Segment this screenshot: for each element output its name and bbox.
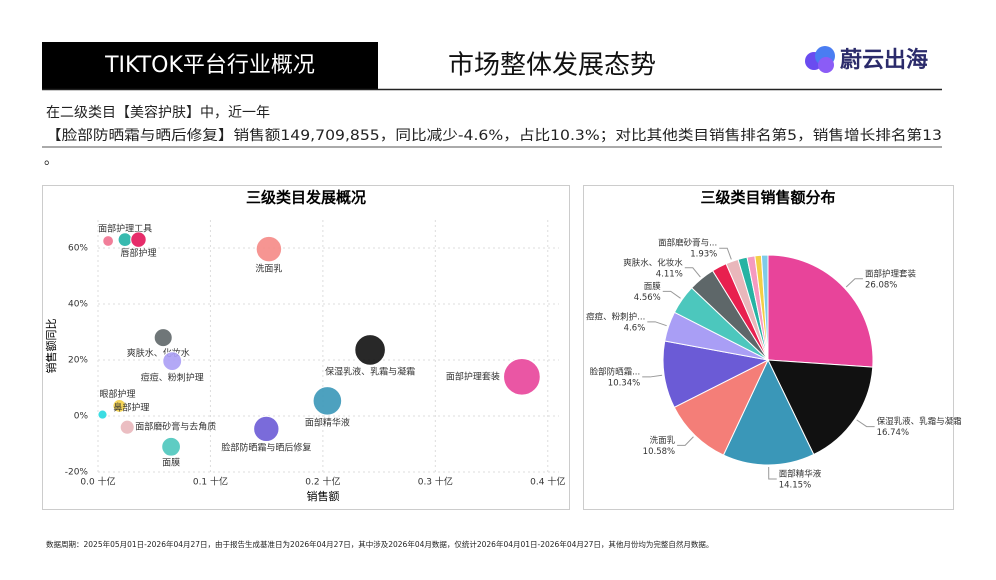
point-label: 面膜 <box>162 457 180 468</box>
point-label: 唇部护理 <box>120 247 156 259</box>
slice-value: 1.93% <box>690 250 717 260</box>
bubble <box>117 232 133 247</box>
point-label: 面部护理套装 <box>446 370 500 382</box>
slice-value: 4.11% <box>656 269 683 279</box>
desc-line: 。 <box>44 152 58 168</box>
slice-value: 10.58% <box>643 447 675 457</box>
leader-line <box>662 290 681 299</box>
slice-label: 痘痘、粉刺护... <box>586 311 645 322</box>
x-tick-label: 0.1 十亿 <box>193 476 228 488</box>
slice-label: 保湿乳液、乳霜与凝霜 <box>877 416 962 427</box>
y-tick-label: 60% <box>68 244 88 254</box>
x-tick-label: 0.0 十亿 <box>80 476 115 488</box>
bubble <box>97 409 108 420</box>
leader-line <box>856 419 875 428</box>
slice-label: 爽肤水、化妆水 <box>623 257 683 268</box>
chart-title: 三级类目发展概况 <box>246 189 366 207</box>
y-tick-label: 20% <box>68 356 88 366</box>
logo-text: 蔚云出海 <box>840 47 928 73</box>
slice-value: 14.15% <box>779 480 811 490</box>
chart-title: 三级类目销售额分布 <box>700 189 835 207</box>
panel <box>42 185 570 510</box>
bubble <box>255 235 283 263</box>
y-tick-label: 40% <box>68 300 88 310</box>
footer-note: 数据周期：2025年05月01日-2026年04月27日，由于报告生成基准日为2… <box>46 539 713 549</box>
desc-line: 【脸部防晒霜与晒后修复】销售额149,709,855，同比减少-4.6%，占比1… <box>46 127 942 144</box>
bubble <box>130 231 147 248</box>
desc-line: 在二级类目【美容护肤】中，近一年 <box>46 104 270 121</box>
slice-value: 4.56% <box>634 293 661 303</box>
point-label: 保湿乳液、乳霜与凝霜 <box>325 365 415 377</box>
slice-value: 16.74% <box>877 428 909 438</box>
bubble <box>161 436 181 457</box>
leader-line <box>677 436 694 446</box>
bubble <box>253 415 280 443</box>
point-label: 痘痘、粉刺护理 <box>141 372 204 384</box>
point-label: 面部精华液 <box>305 416 350 428</box>
slice-label: 面部精华液 <box>779 468 822 479</box>
badge: TIKTOK平台行业概况 <box>104 53 315 78</box>
pie-slice <box>722 358 815 466</box>
pie-slice <box>760 254 769 361</box>
slice-label: 脸部防晒霜... <box>590 366 641 377</box>
pie-slice <box>767 254 874 368</box>
leader-line <box>845 278 863 288</box>
leader-line <box>647 321 667 327</box>
y-tick-label: 0% <box>74 412 89 422</box>
x-tick-label: 0.2 十亿 <box>305 476 340 488</box>
y-axis-label: 销售额同比 <box>44 319 58 374</box>
logo-icon <box>805 46 835 73</box>
point-label: 洗面乳 <box>255 263 282 275</box>
leader-line <box>684 267 701 278</box>
slice-value: 4.6% <box>624 323 646 333</box>
slice-label: 面部磨砂膏与... <box>658 238 717 249</box>
pie-slice <box>767 359 874 456</box>
panel <box>583 185 954 510</box>
point-label: 眼部护理 <box>99 388 135 400</box>
pie-slice <box>673 358 770 456</box>
badge-bg <box>42 42 378 89</box>
bubble <box>312 386 343 416</box>
x-tick-label: 0.4 十亿 <box>530 476 565 488</box>
bubble <box>112 398 127 413</box>
slice-label: 面膜 <box>644 281 662 292</box>
point-label: 面部磨砂膏与去角质 <box>135 421 216 433</box>
bubble <box>153 328 173 348</box>
bubble <box>119 419 135 435</box>
x-axis-label: 销售额 <box>307 489 340 503</box>
point-label: 鼻部护理 <box>113 401 149 413</box>
point-label: 脸部防晒霜与晒后修复 <box>221 441 311 453</box>
bubble <box>354 334 386 366</box>
slice-label: 洗面乳 <box>650 435 676 446</box>
bubble <box>162 351 183 372</box>
x-tick-label: 0.3 十亿 <box>418 476 453 488</box>
leader-line <box>719 247 732 260</box>
y-tick-label: -20% <box>65 468 89 478</box>
bubble <box>102 235 114 247</box>
bubble <box>503 357 541 396</box>
leader-line <box>768 466 777 480</box>
slice-label: 面部护理套装 <box>865 268 917 279</box>
slice-value: 26.08% <box>865 280 897 290</box>
page-title: 市场整体发展态势 <box>448 51 656 81</box>
leader-line <box>642 374 663 378</box>
slice-value: 10.34% <box>608 378 640 388</box>
